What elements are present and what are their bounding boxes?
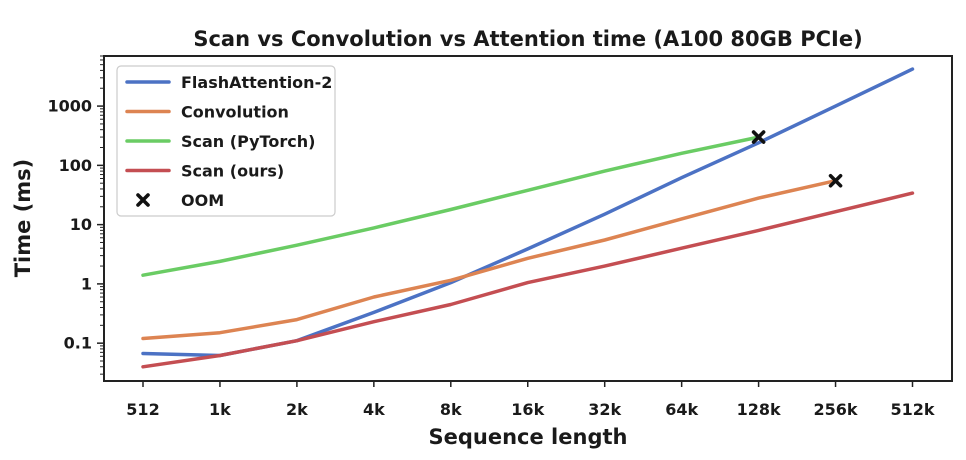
x-tick-label: 512k xyxy=(890,400,934,419)
y-tick-label: 1 xyxy=(81,274,92,293)
y-axis-ticks: 0.1 1 10 100 1000 xyxy=(47,55,104,375)
chart-title: Scan vs Convolution vs Attention time (A… xyxy=(193,27,862,51)
legend-oom-marker xyxy=(136,193,150,207)
y-tick-label: 1000 xyxy=(47,97,92,116)
y-tick-label: 0.1 xyxy=(64,334,92,353)
x-tick-label: 128k xyxy=(737,400,781,419)
x-axis-label: Sequence length xyxy=(429,425,628,449)
x-axis-ticks: 512 1k 2k 4k 8k 16k 32k 64k 128k 256k 512k xyxy=(126,381,935,419)
x-tick-label: 512 xyxy=(126,400,159,419)
oom-marker-1 xyxy=(828,173,843,188)
legend-label-1: Convolution xyxy=(181,103,289,122)
x-tick-label: 64k xyxy=(665,400,698,419)
y-tick-label: 10 xyxy=(70,215,92,234)
x-tick-label: 16k xyxy=(511,400,544,419)
legend: FlashAttention-2 Convolution Scan (PyTorch… xyxy=(116,65,336,217)
x-tick-label: 1k xyxy=(209,400,231,419)
series-line-3 xyxy=(141,191,915,369)
oom-marker-0 xyxy=(751,130,766,144)
legend-box xyxy=(116,65,336,217)
y-tick-label: 100 xyxy=(59,156,92,175)
x-tick-label: 256k xyxy=(814,400,858,419)
x-tick-label: 4k xyxy=(363,400,385,419)
series-line-1 xyxy=(141,178,838,341)
y-axis-label: Time (ms) xyxy=(11,159,35,278)
legend-label-0: FlashAttention-2 xyxy=(181,73,332,92)
x-tick-label: 32k xyxy=(588,400,621,419)
legend-label-2: Scan (PyTorch) xyxy=(181,132,315,151)
legend-label-3: Scan (ours) xyxy=(181,162,284,181)
oom-markers xyxy=(751,130,843,188)
series-line-2 xyxy=(141,135,761,277)
x-tick-label: 8k xyxy=(440,400,462,419)
legend-label-oom: OOM xyxy=(181,191,224,210)
x-tick-label: 2k xyxy=(286,400,308,419)
series-lines xyxy=(141,67,915,369)
